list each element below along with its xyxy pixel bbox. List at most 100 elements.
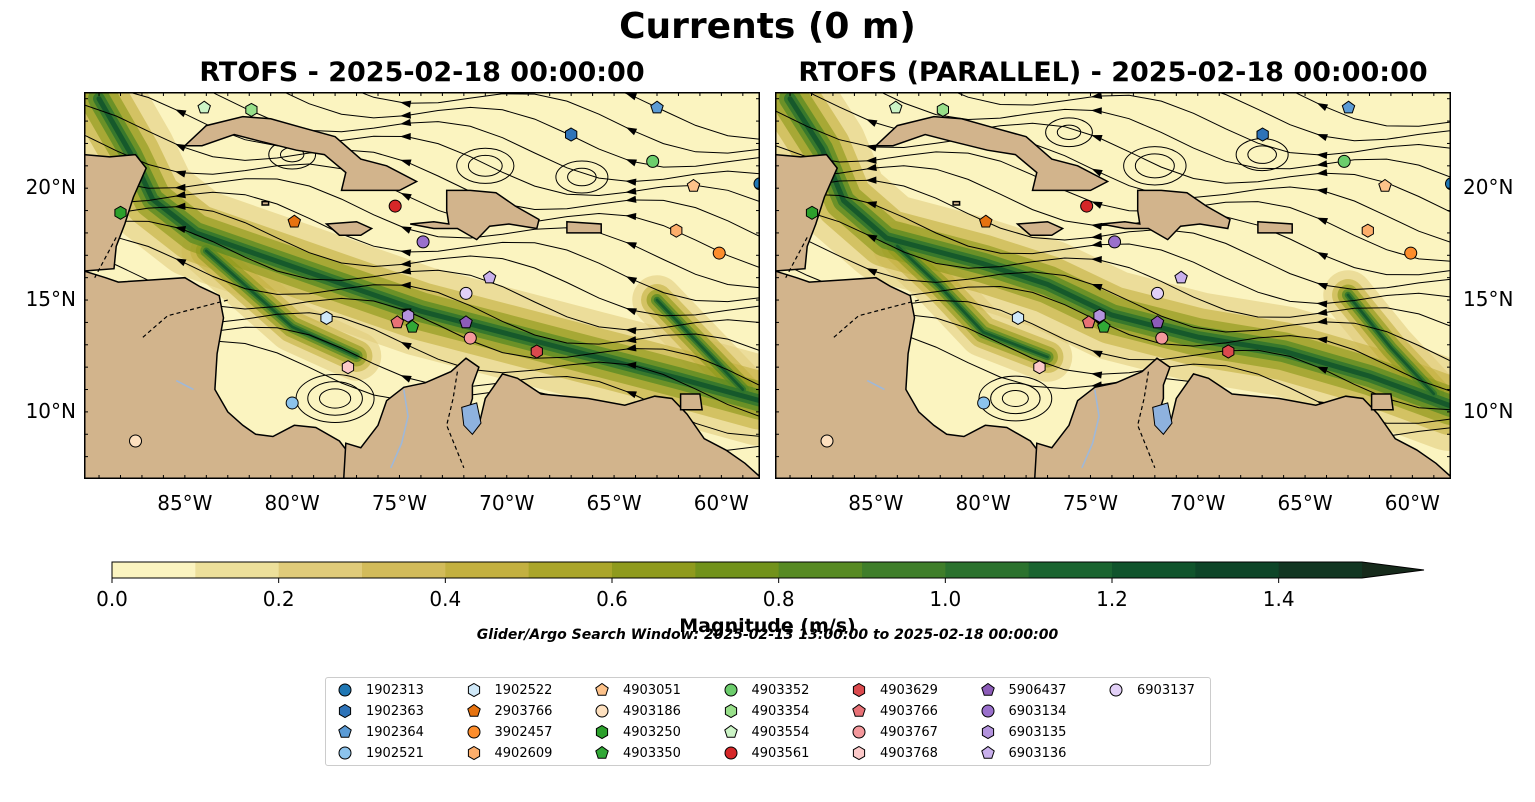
circle-marker-icon [724,746,737,760]
legend-label: 1902364 [366,724,424,740]
float-marker-1902521 [285,396,299,410]
hexagon-marker-icon [467,682,480,698]
colorbar-tick-label: 1.2 [1096,587,1128,611]
lon-tick-label-right: 65°W [1277,491,1333,515]
legend-label: 2903766 [494,703,553,719]
colorbar-tick-label: 1.0 [929,587,962,611]
legend-label: 4903554 [751,724,810,740]
legend-label: 4903250 [623,724,681,740]
circle-marker-icon [852,725,866,739]
legend-item: 4903051 [591,680,681,700]
pentagon-marker-icon [852,703,866,717]
legend-item: 4903629 [848,680,938,700]
legend-label: 4903561 [751,745,810,761]
colorbar-segment [612,562,696,578]
lon-tick-label-left: 65°W [586,491,642,515]
float-marker-6903136 [482,270,497,284]
colorbar-segment [945,562,1030,578]
float-marker-4903186 [129,434,143,448]
legend-item: 4903354 [720,701,809,721]
colorbar-segment [1195,562,1280,578]
hexagon-marker-icon [852,682,866,698]
legend-item: 1902364 [334,722,424,742]
float-marker-4903051 [686,178,701,192]
float-marker-5906437 [459,315,473,329]
colorbar-segment [445,562,530,578]
lon-tick-label-right: 75°W [1062,491,1119,515]
hexagon-marker-icon [724,703,737,719]
hexagon-marker-icon [338,703,352,719]
legend-label: 4903350 [623,745,681,761]
lat-tick-label-right: 20°N [1463,175,1514,200]
float-marker-6903134 [416,235,430,249]
float-marker-1902522 [1011,310,1025,325]
colorbar-segment [195,562,280,578]
legend-item: 1902363 [334,701,424,721]
map-panel-rtofs-parallel[interactable] [775,92,1451,479]
legend-item: 4903350 [591,743,681,763]
float-marker-4902609 [670,223,683,238]
search-window-note: Glider/Argo Search Window: 2025-02-13 13… [476,627,1059,643]
float-marker-4902609 [1361,223,1374,238]
float-marker-6903136 [1174,270,1188,284]
colorbar-segment [112,562,196,578]
colorbar-tick-label: 0.4 [429,587,462,611]
float-marker-4903767 [463,331,477,345]
legend-item: 4903767 [848,722,938,742]
legend-item: 3902457 [463,722,552,742]
lon-tick-label-right: 60°W [1384,491,1440,515]
colorbar-label: Magnitude (m/s) [679,615,856,637]
hexagon-marker-icon [595,724,609,740]
legend-label: 1902363 [366,703,424,719]
float-marker-4903768 [341,360,355,375]
float-marker-4903350 [1097,319,1111,333]
colorbar-segment [695,562,780,578]
legend-item: 4903768 [848,743,938,763]
float-marker-4903350 [405,319,420,333]
pentagon-marker-icon [338,724,352,738]
float-marker-4903561 [388,199,402,213]
float-marker-4903352 [1337,154,1351,168]
hexagon-marker-icon [467,745,480,761]
float-marker-6903137 [459,286,473,300]
lon-tick-label-right: 70°W [1170,491,1226,515]
legend-item: 1902521 [334,743,424,763]
float-legend: 1902313 1902363 1902364 1902521 1902522 29037… [325,677,1211,766]
pentagon-marker-icon [980,682,995,696]
legend-item: 6903136 [977,743,1066,763]
float-marker-4903354 [245,102,258,117]
legend-label: 4903768 [880,745,938,761]
lon-tick-label-right: 85°W [848,491,904,515]
float-marker-3902457 [1404,246,1418,260]
lon-tick-label-right: 80°W [955,491,1011,515]
map-panel-rtofs[interactable] [84,92,760,479]
legend-item: 6903135 [977,722,1066,742]
float-marker-4903250 [805,205,819,220]
legend-item: 4903766 [848,701,938,721]
legend-item: 4903561 [720,743,810,763]
float-marker-4903629 [1222,344,1235,359]
float-marker-4903561 [1080,199,1094,213]
panel-title-rtofs: RTOFS - 2025-02-18 00:00:00 [199,57,645,88]
float-marker-1902364 [1341,100,1356,114]
lat-tick-label-left: 15°N [25,287,76,312]
legend-label: 4903186 [623,703,681,719]
legend-item: 2903766 [463,701,553,721]
legend-item: 5906437 [977,680,1066,700]
pentagon-marker-icon [980,745,995,759]
pentagon-marker-icon [723,724,738,738]
float-marker-4903629 [530,344,543,359]
legend-item: 4902609 [463,743,552,763]
float-marker-6903137 [1150,286,1164,300]
lat-tick-label-left: 20°N [25,175,76,200]
colorbar-tick-label: 0.0 [96,587,128,611]
float-marker-1902363 [1256,127,1269,142]
legend-item: 1902522 [463,680,552,700]
circle-marker-icon [338,683,352,697]
hexagon-marker-icon [981,724,994,740]
pentagon-marker-icon [466,703,481,717]
colorbar-segment [528,562,613,578]
float-marker-1902364 [650,100,664,114]
legend-item: 6903137 [1105,680,1195,700]
legend-item: 4903250 [591,722,681,742]
